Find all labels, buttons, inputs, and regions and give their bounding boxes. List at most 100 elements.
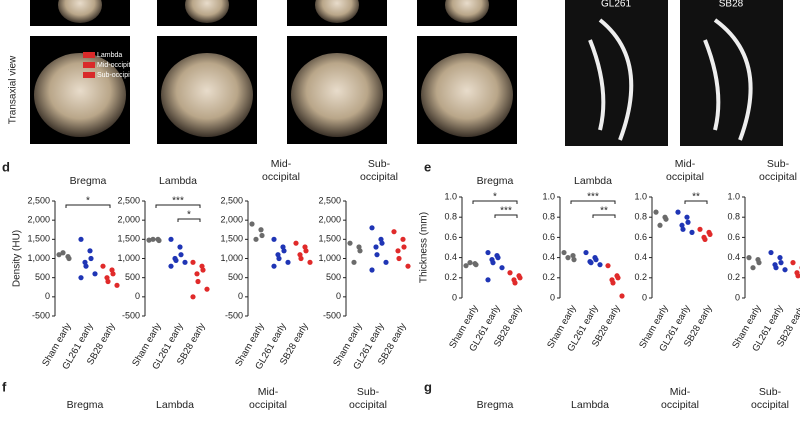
data-point <box>168 236 174 242</box>
significance-bracket <box>65 204 111 208</box>
y-tick-label: 1.0 <box>444 191 457 201</box>
data-point <box>615 275 621 281</box>
data-point <box>750 265 756 271</box>
y-tick-label: 0.6 <box>727 232 740 242</box>
chart-title: Mid- <box>675 158 696 170</box>
y-tick-label: 500 <box>326 272 341 282</box>
chart-title: occipital <box>360 171 398 183</box>
data-point <box>790 260 796 266</box>
data-point <box>87 248 93 254</box>
data-point <box>383 259 389 265</box>
data-point <box>707 231 713 237</box>
data-point <box>570 252 576 259</box>
y-tick-label: 0.4 <box>727 252 740 262</box>
y-tick-label: 1,000 <box>220 253 243 263</box>
data-point <box>401 244 407 250</box>
data-point <box>396 255 402 262</box>
data-point <box>369 225 375 231</box>
skull <box>421 53 513 137</box>
data-point <box>78 275 84 281</box>
y-tick-label: 2,000 <box>27 215 50 225</box>
data-point <box>685 219 691 225</box>
skull <box>315 0 359 23</box>
y-tick-label: -500 <box>122 310 140 320</box>
data-point <box>351 259 357 265</box>
image-title: GL261 <box>601 0 631 10</box>
significance-label: *** <box>500 206 512 217</box>
y-tick-label: 2,500 <box>220 195 243 205</box>
data-point <box>597 262 603 268</box>
chart-title: occipital <box>666 171 704 183</box>
chart-title: occipital <box>759 171 797 183</box>
chart-title: occipital <box>661 399 699 411</box>
data-point <box>195 278 201 285</box>
data-point <box>357 248 363 254</box>
significance-label: *** <box>172 196 184 207</box>
data-point <box>571 257 577 263</box>
data-point <box>756 260 762 266</box>
image <box>565 0 668 146</box>
y-tick-label: 0 <box>642 292 647 302</box>
data-point <box>400 236 406 242</box>
significance-label: * <box>493 192 497 203</box>
chart-title: occipital <box>262 171 300 183</box>
chart-title: Bregma <box>477 399 514 411</box>
y-tick-label: 0.8 <box>444 212 457 222</box>
data-point <box>777 255 783 261</box>
data-point <box>391 229 397 235</box>
legend-label: Sub-occipital <box>97 72 138 79</box>
y-tick-label: 1,500 <box>27 234 50 244</box>
data-point <box>485 277 491 283</box>
data-point <box>463 263 469 269</box>
y-tick-label: 2,000 <box>220 215 243 225</box>
legend-swatch <box>83 62 95 68</box>
data-point <box>679 222 685 228</box>
y-tick-label: 2,500 <box>27 195 50 205</box>
y-tick-label: 0.8 <box>542 212 555 222</box>
y-tick-label: 0.2 <box>634 272 647 282</box>
y-axis-label: Density (HU) <box>12 230 23 287</box>
data-point <box>190 259 196 265</box>
data-point <box>259 232 265 239</box>
legend-swatch <box>83 72 95 78</box>
y-tick-label: 1,500 <box>117 234 140 244</box>
y-axis-label: Thickness (mm) <box>419 212 430 283</box>
data-point <box>473 262 479 268</box>
data-point <box>517 275 523 281</box>
y-tick-label: 0.2 <box>727 272 740 282</box>
data-point <box>702 236 708 243</box>
legend-label: Lambda <box>97 52 122 59</box>
significance-bracket <box>472 200 518 204</box>
data-point <box>588 260 594 266</box>
significance-label: * <box>86 196 90 207</box>
image <box>680 0 783 146</box>
data-point <box>78 236 84 242</box>
image-panels: Lambda Mid-occipital Sub-occipital Trans… <box>8 0 783 146</box>
legend-swatch <box>83 52 95 58</box>
data-point <box>146 237 152 243</box>
y-tick-label: 0.2 <box>542 272 555 282</box>
chart-title: Sub- <box>357 386 380 398</box>
significance-label: ** <box>600 206 608 217</box>
y-tick-label: 0.8 <box>634 212 647 222</box>
significance-label: * <box>187 210 191 221</box>
significance-bracket <box>570 200 616 204</box>
chart-title: Bregma <box>67 399 104 411</box>
data-point <box>405 263 411 269</box>
y-tick-label: 0 <box>550 292 555 302</box>
data-point <box>88 255 94 262</box>
data-point <box>253 236 259 242</box>
data-point <box>369 267 375 273</box>
y-tick-label: 1,500 <box>220 234 243 244</box>
chart-title: Lambda <box>159 175 197 187</box>
chart-title: Bregma <box>477 175 514 187</box>
data-point <box>512 280 518 286</box>
data-point <box>565 255 571 261</box>
data-point <box>605 263 611 269</box>
panel-label: e <box>424 159 431 174</box>
y-tick-label: 0 <box>45 291 50 301</box>
data-point <box>156 237 162 244</box>
data-point <box>684 214 690 220</box>
chart-title: Lambda <box>571 399 609 411</box>
y-tick-label: 500 <box>228 272 243 282</box>
